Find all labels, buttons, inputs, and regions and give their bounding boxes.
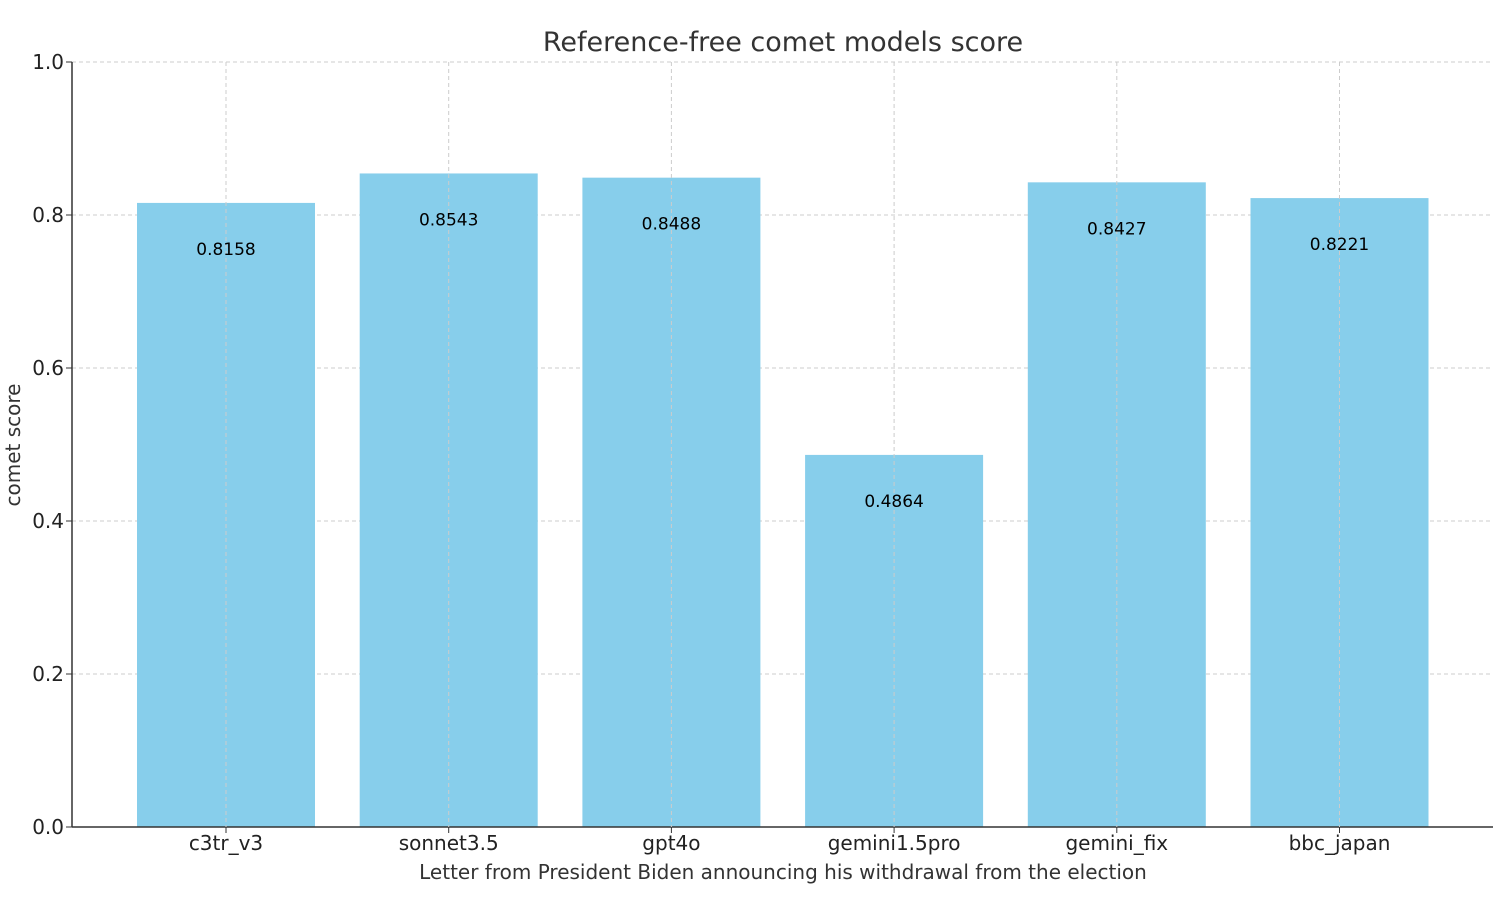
bar-value-label: 0.8488: [642, 215, 701, 235]
bar-value-label: 0.8158: [196, 240, 255, 260]
x-tick-label: bbc_japan: [1289, 831, 1391, 855]
y-tick-label: 0.8: [32, 203, 64, 227]
x-axis-label: Letter from President Biden announcing h…: [419, 860, 1147, 884]
y-axis-label: comet score: [1, 384, 25, 507]
x-tick-label: sonnet3.5: [399, 831, 499, 855]
bar-value-label: 0.4864: [864, 492, 923, 512]
bar-value-label: 0.8427: [1087, 219, 1146, 239]
y-tick-label: 0.6: [32, 356, 64, 380]
chart-title: Reference-free comet models score: [543, 27, 1023, 58]
y-tick-label: 0.4: [32, 509, 64, 533]
x-tick-label: gemini1.5pro: [828, 831, 961, 855]
bar-value-label: 0.8543: [419, 210, 478, 230]
data-labels: 0.8158 0.8543 0.8488 0.4864 0.8427 0.8221: [196, 210, 1369, 511]
x-tick-label: gpt4o: [642, 831, 700, 855]
axes: 0.0 0.2 0.4 0.6 0.8 1.0 c3tr_v3 sonnet3.5 gpt4o g…: [32, 50, 1493, 855]
bar-gpt4o: [582, 177, 761, 828]
y-tick-label: 0.2: [32, 662, 64, 686]
x-tick-label: c3tr_v3: [189, 831, 263, 855]
y-tick-label: 1.0: [32, 50, 64, 74]
bar-value-label: 0.8221: [1310, 235, 1369, 255]
x-tick-label: gemini_fix: [1065, 831, 1168, 855]
bars: [137, 173, 1429, 828]
y-tick-label: 0.0: [32, 815, 64, 839]
